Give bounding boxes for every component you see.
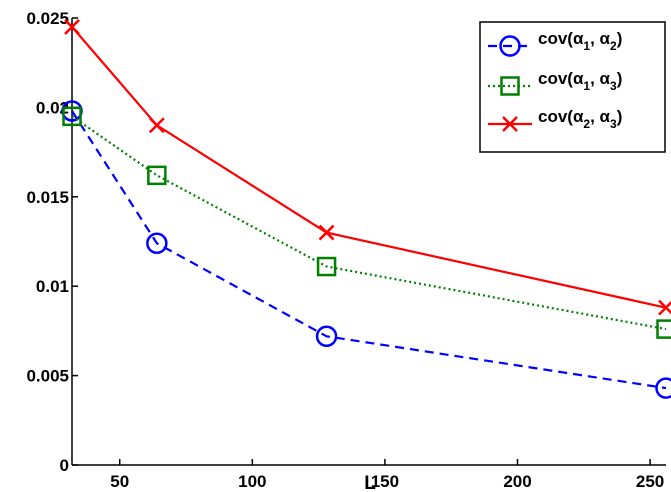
series-2-point [147, 165, 167, 186]
series-3-line [71, 26, 667, 309]
legend-label: cov(α1, α3) [538, 69, 622, 93]
legend-label-end: ) [617, 69, 623, 88]
series-2-point [656, 319, 671, 339]
series-3-point [318, 224, 335, 241]
legend-label-subscript: 2 [583, 117, 590, 131]
x-tick-label: 150 [371, 472, 399, 491]
legend-label: cov(α1, α2) [538, 29, 622, 53]
legend-entry-1: cov(α1, α2) [488, 29, 622, 57]
y-tick-label: 0 [60, 456, 69, 475]
legend-label-subscript: 3 [610, 79, 617, 93]
legend-label-mid: , α [590, 107, 610, 126]
legend-marker [502, 116, 518, 132]
legend-entry-3: cov(α2, α3) [488, 107, 622, 132]
legend-entry-2: cov(α1, α3) [488, 69, 622, 96]
legend-label-mid: , α [590, 69, 610, 88]
y-tick-label: 0.015 [26, 188, 69, 207]
legend-label: cov(α2, α3) [538, 107, 622, 131]
series-2-point [62, 106, 82, 127]
x-axis-label: L [364, 473, 376, 492]
x-tick-label: 50 [110, 472, 129, 491]
legend-label-subscript: 2 [610, 39, 617, 53]
legend: cov(α1, α2)cov(α1, α3)cov(α2, α3) [479, 21, 666, 153]
x-tick-label: 200 [503, 472, 531, 491]
legend-label-end: ) [617, 29, 623, 48]
y-tick-label: 0.01 [36, 277, 69, 296]
y-tick-label: 0.005 [26, 367, 69, 386]
axes: 50 100 150 200 250 0 0.005 0.01 0.015 0.02 0.025 [26, 9, 666, 491]
legend-label-base: cov(α [538, 69, 584, 88]
x-marker-stroke [148, 117, 165, 134]
legend-label-base: cov(α [538, 29, 584, 48]
legend-box [479, 21, 666, 153]
series-3-point [148, 117, 165, 134]
legend-label-subscript: 1 [583, 79, 590, 93]
series-layer [61, 19, 671, 399]
x-tick-label: 100 [238, 472, 266, 491]
legend-marker [500, 76, 520, 96]
series-1-line [71, 110, 667, 390]
legend-label-base: cov(α [538, 107, 584, 126]
x-marker-stroke [318, 224, 335, 241]
series-2 [62, 106, 671, 339]
legend-label-subscript: 3 [610, 117, 617, 131]
y-tick-label: 0.02 [36, 98, 69, 117]
x-marker-stroke [502, 116, 518, 132]
series-2-point [316, 256, 337, 277]
series-3-point [64, 19, 80, 35]
legend-label-mid: , α [590, 29, 610, 48]
series-1-point [315, 325, 338, 348]
series-1-point [146, 232, 168, 255]
legend-label-end: ) [617, 107, 623, 126]
series-2-line [71, 115, 667, 331]
legend-marker [499, 35, 521, 57]
series-1-point [655, 377, 671, 399]
y-tick-label: 0.025 [26, 9, 69, 28]
x-marker-stroke [64, 19, 80, 35]
legend-label-subscript: 1 [583, 39, 590, 53]
x-tick-label: 250 [636, 472, 664, 491]
